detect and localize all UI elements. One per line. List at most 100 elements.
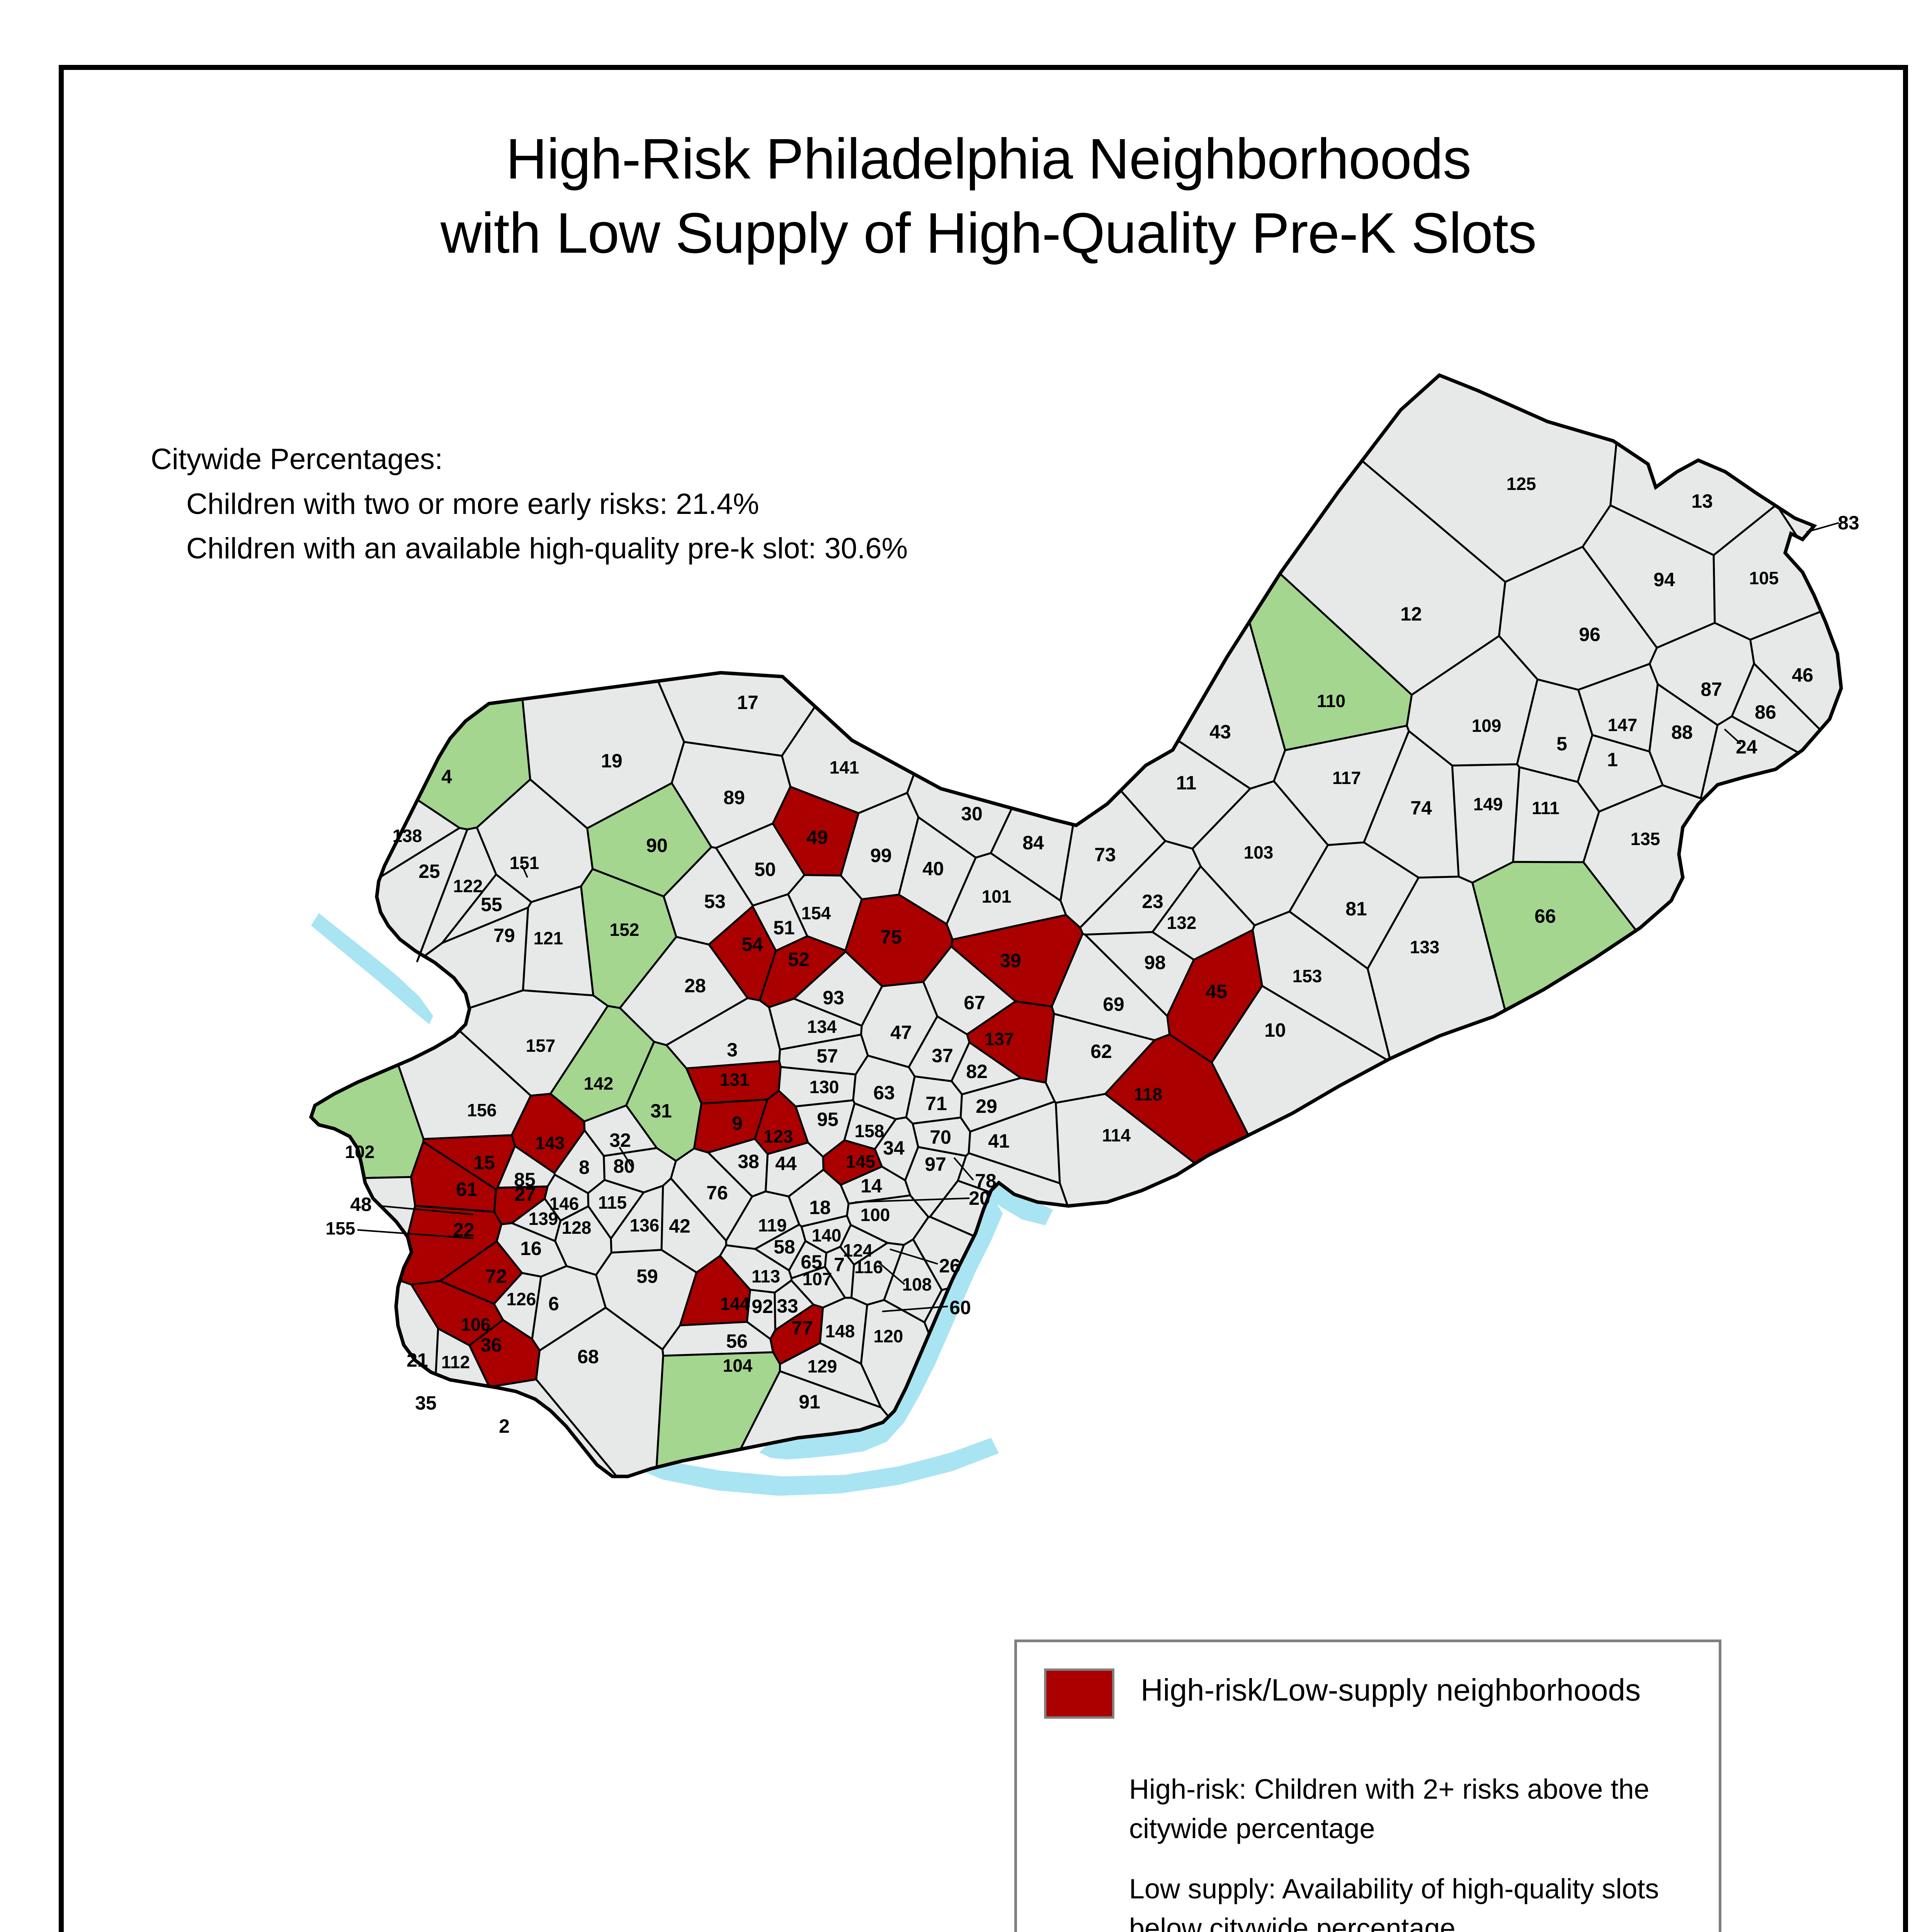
neighborhood-label-3: 3 <box>727 1039 738 1061</box>
citywide-percentages: Citywide Percentages: Children with two … <box>151 437 908 571</box>
neighborhood-label-143: 143 <box>535 1133 565 1153</box>
neighborhood-label-25: 25 <box>418 861 440 882</box>
citywide-heading: Citywide Percentages: <box>151 443 443 476</box>
leader-line <box>876 1260 905 1285</box>
neighborhood-label-142: 142 <box>584 1073 614 1094</box>
leader-line <box>619 1146 633 1167</box>
legend-note-low-supply: Low supply: Availability of high-quality… <box>1129 1874 1659 1932</box>
neighborhood-label-68: 68 <box>577 1346 599 1367</box>
neighborhood-label-50: 50 <box>754 859 776 880</box>
neighborhood-label-136: 136 <box>630 1215 660 1235</box>
title-line-1: High-Risk Philadelphia Neighborhoods <box>506 127 1471 191</box>
neighborhood-label-141: 141 <box>830 757 859 777</box>
neighborhood-label-70: 70 <box>930 1126 951 1148</box>
leader-line <box>357 1229 474 1239</box>
legend-swatch-label: High-risk/Low-supply neighborhoods <box>1141 1673 1641 1707</box>
neighborhood-label-110: 110 <box>1317 691 1345 711</box>
water-body <box>624 1438 999 1496</box>
neighborhood-label-8: 8 <box>579 1156 590 1178</box>
neighborhood-label-91: 91 <box>799 1391 820 1413</box>
neighborhood-label-54: 54 <box>742 934 763 955</box>
neighborhood-label-28: 28 <box>684 975 706 997</box>
neighborhood-label-94: 94 <box>1653 569 1675 590</box>
city-outline <box>309 373 1843 1478</box>
neighborhood-label-105: 105 <box>1749 568 1779 588</box>
neighborhood-label-125: 125 <box>1507 474 1536 494</box>
neighborhood-label-4: 4 <box>441 766 452 787</box>
neighborhood-label-131: 131 <box>720 1070 750 1090</box>
neighborhood-label-13: 13 <box>1691 490 1713 512</box>
neighborhood-label-115: 115 <box>598 1192 627 1213</box>
neighborhood-label-12: 12 <box>1400 603 1422 625</box>
neighborhood-label-103: 103 <box>1244 842 1274 862</box>
neighborhood-label-55: 55 <box>481 894 502 915</box>
leader-line <box>855 1197 970 1203</box>
neighborhood-label-113: 113 <box>752 1266 780 1286</box>
neighborhood-label-75: 75 <box>880 926 902 948</box>
neighborhood-label-60: 60 <box>949 1297 971 1318</box>
neighborhood-label-82: 82 <box>966 1061 988 1082</box>
neighborhood-label-152: 152 <box>610 920 639 940</box>
page-title: High-Risk Philadelphia Neighborhoods wit… <box>64 122 1913 271</box>
neighborhood-label-77: 77 <box>791 1317 813 1339</box>
neighborhood-label-87: 87 <box>1701 679 1722 700</box>
neighborhood-label-114: 114 <box>1102 1125 1131 1145</box>
leader-line <box>889 1248 938 1265</box>
neighborhood-label-90: 90 <box>646 835 668 856</box>
neighborhood-label-78: 78 <box>975 1170 997 1192</box>
neighborhood-label-9: 9 <box>732 1112 743 1134</box>
neighborhood-label-96: 96 <box>1579 624 1600 645</box>
citywide-risk-line: Children with two or more early risks: 2… <box>186 487 759 520</box>
philadelphia-map[interactable]: 125 13 83 94 105 12 96 46 87 86 110 43 109 147 88 24 5 1 1… <box>64 70 1913 1932</box>
neighborhood-label-61: 61 <box>456 1179 478 1200</box>
neighborhood-label-101: 101 <box>982 886 1012 906</box>
neighborhood-label-86: 86 <box>1755 701 1776 723</box>
citywide-slot-line: Children with an available high-quality … <box>186 532 908 565</box>
neighborhood-label-112: 112 <box>441 1352 470 1372</box>
leader-line <box>1724 728 1742 745</box>
neighborhood-label-72: 72 <box>485 1265 507 1287</box>
neighborhood-label-104: 104 <box>723 1355 753 1376</box>
neighborhood-label-132: 132 <box>1167 913 1197 933</box>
neighborhood-label-30: 30 <box>961 803 983 825</box>
neighborhood-label-27: 27 <box>514 1184 536 1205</box>
neighborhood-label-102: 102 <box>345 1142 375 1162</box>
legend-box: High-risk/Low-supply neighborhoods High-… <box>1014 1639 1721 1932</box>
neighborhood-label-21: 21 <box>406 1349 428 1371</box>
neighborhood-label-15: 15 <box>473 1152 495 1173</box>
neighborhood-label-134: 134 <box>807 1017 837 1037</box>
neighborhood-label-37: 37 <box>932 1045 953 1066</box>
neighborhood-label-56: 56 <box>726 1330 748 1352</box>
neighborhood-label-53: 53 <box>704 891 726 912</box>
neighborhood-label-48: 48 <box>350 1194 372 1215</box>
neighborhood-label-147: 147 <box>1608 715 1638 735</box>
neighborhood-label-52: 52 <box>788 949 810 970</box>
neighborhood-label-42: 42 <box>669 1215 690 1237</box>
neighborhood-label-80: 80 <box>613 1155 635 1177</box>
neighborhood-polygons[interactable] <box>309 373 1843 1478</box>
neighborhood-label-73: 73 <box>1094 844 1116 866</box>
neighborhood-label-148: 148 <box>825 1321 855 1341</box>
neighborhood-label-20: 20 <box>969 1187 990 1209</box>
neighborhood-label-84: 84 <box>1022 832 1044 854</box>
neighborhood-label-79: 79 <box>493 925 515 946</box>
neighborhood-label-144: 144 <box>720 1294 750 1314</box>
neighborhood-label-24: 24 <box>1736 736 1757 758</box>
neighborhood-label-81: 81 <box>1345 898 1367 920</box>
neighborhood-label-145: 145 <box>846 1151 876 1172</box>
neighborhood-label-120: 120 <box>874 1326 903 1346</box>
neighborhood-label-32: 32 <box>609 1129 631 1151</box>
neighborhood-label-29: 29 <box>976 1095 997 1117</box>
leader-line <box>380 1205 474 1215</box>
neighborhood-label-46: 46 <box>1792 664 1813 686</box>
neighborhood-label-100: 100 <box>861 1205 890 1225</box>
leader-line <box>521 865 528 878</box>
neighborhood-label-18: 18 <box>809 1197 831 1218</box>
neighborhood-label-122: 122 <box>453 876 483 896</box>
neighborhood-label-117: 117 <box>1332 768 1361 788</box>
neighborhood-label-31: 31 <box>650 1100 672 1122</box>
neighborhood-label-95: 95 <box>817 1109 838 1130</box>
neighborhood-label-93: 93 <box>823 987 844 1009</box>
